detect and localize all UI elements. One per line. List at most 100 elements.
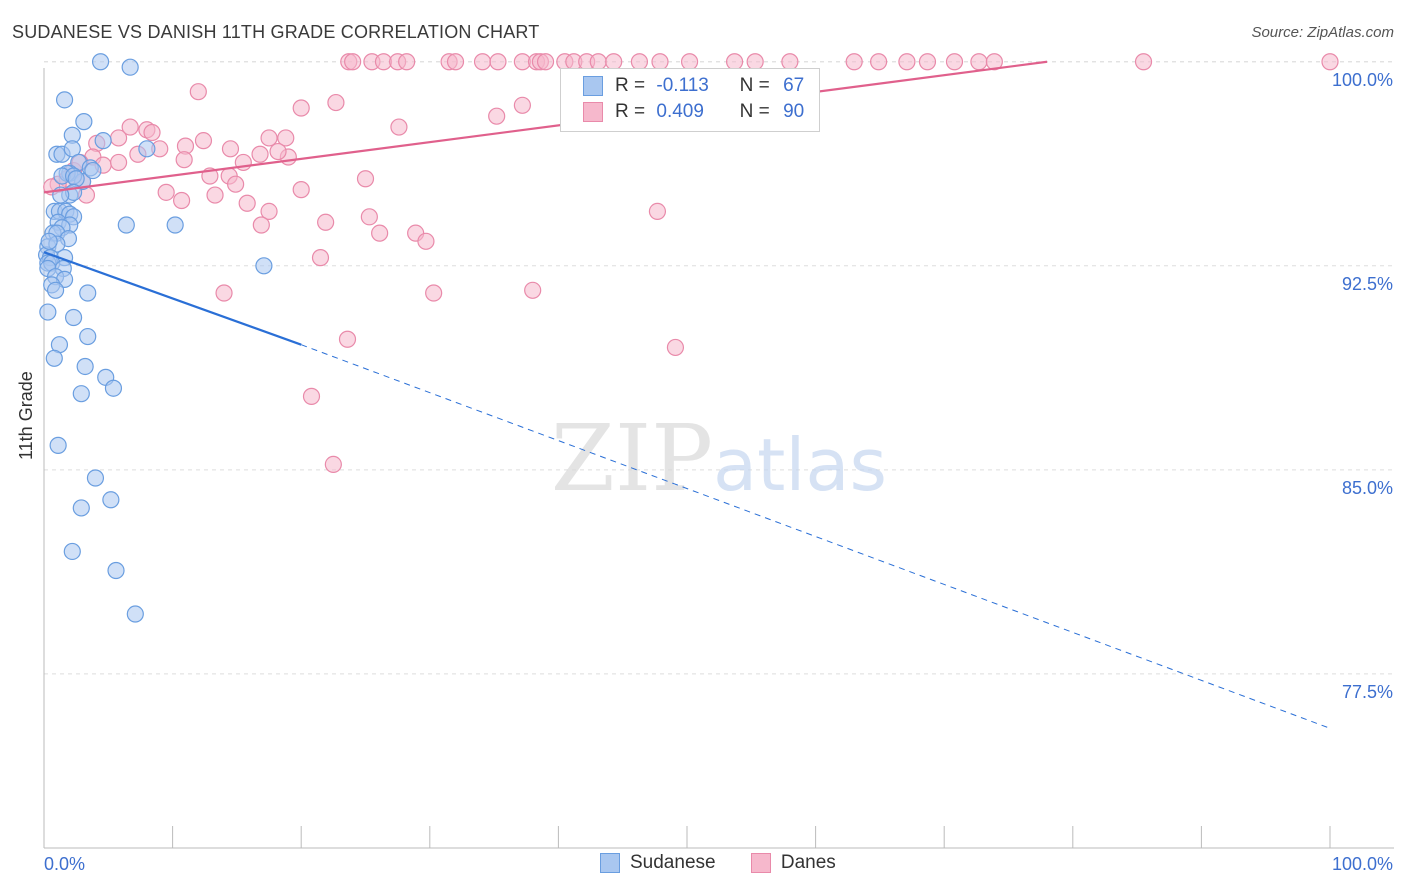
danes-point — [143, 123, 161, 142]
danes-point — [157, 183, 175, 201]
danes-point — [311, 249, 330, 267]
danes-point — [338, 330, 357, 348]
sudanese-point — [72, 499, 90, 517]
danes-point — [251, 145, 269, 163]
sudanese-point — [255, 257, 273, 275]
x-tick-label: 100.0% — [1332, 854, 1393, 874]
sudanese-point — [126, 605, 144, 623]
sudanese-point — [117, 216, 135, 234]
danes-point — [356, 170, 375, 188]
watermark-atlas: atlas — [713, 423, 887, 507]
danes-point — [536, 53, 555, 71]
danes-point — [324, 455, 342, 474]
danes-point — [260, 202, 278, 220]
sudanese-point — [91, 53, 110, 71]
danes-point — [970, 53, 988, 71]
sudanese-point — [138, 140, 156, 158]
sudanese-point — [121, 58, 139, 76]
x-tick-label: 0.0% — [44, 854, 85, 874]
legend-n-label: N = — [739, 101, 770, 122]
sudanese-point — [94, 132, 112, 150]
sudanese-point — [64, 308, 83, 327]
sudanese-trend-line — [43, 251, 302, 346]
danes-point — [302, 387, 321, 405]
tick-labels: 100.0% 92.5% 85.0% 77.5% 0.0% 100.0% — [44, 70, 1393, 874]
danes-point — [648, 202, 667, 220]
legend-row-sudanese: R = -0.113 N = 67 — [583, 75, 804, 101]
sudanese-trend-extrapolation — [301, 344, 1331, 729]
sudanese-point — [40, 232, 58, 250]
danes-point — [398, 53, 416, 71]
danes-point — [189, 83, 207, 101]
danes-point — [194, 132, 213, 150]
source-label: Source: ZipAtlas.com — [1251, 24, 1394, 41]
legend-item-sudanese[interactable]: Sudanese — [600, 852, 716, 874]
danes-point — [446, 53, 465, 71]
danes-point — [513, 96, 531, 114]
legend-r-value: -0.113 — [656, 75, 709, 96]
y-axis-label: 11th Grade — [16, 371, 36, 460]
danes-point — [390, 118, 408, 136]
danes-point — [327, 93, 345, 112]
danes-point — [1321, 53, 1339, 71]
danes-point — [215, 284, 233, 302]
legend-swatch-sudanese — [600, 852, 620, 873]
danes-point — [898, 53, 916, 71]
danes-trend-line — [43, 60, 1048, 194]
danes-point — [175, 151, 193, 169]
series-legend: Sudanese Danes — [600, 852, 866, 874]
legend-label-sudanese: Sudanese — [630, 852, 716, 873]
danes-point — [488, 107, 506, 125]
sudanese-point — [45, 349, 63, 367]
sudanese-point — [102, 491, 120, 509]
danes-point — [918, 53, 937, 71]
danes-point — [344, 53, 362, 71]
danes-point — [360, 208, 378, 226]
sudanese-point — [49, 436, 67, 454]
y-tick-label: 77.5% — [1342, 682, 1393, 702]
danes-point — [252, 216, 270, 234]
legend-swatch-sudanese — [583, 75, 603, 96]
legend-item-danes[interactable]: Danes — [750, 852, 836, 874]
danes-point — [269, 142, 287, 161]
legend-swatch-danes — [583, 101, 603, 122]
legend-n-value: 90 — [783, 101, 805, 122]
sudanese-point — [63, 542, 81, 561]
danes-point — [227, 175, 245, 193]
danes-point — [238, 194, 256, 212]
sudanese-point — [86, 469, 105, 487]
danes-point — [109, 129, 128, 147]
chart-title: SUDANESE VS DANISH 11TH GRADE CORRELATIO… — [12, 22, 540, 42]
legend-n-label: N = — [739, 75, 770, 96]
danes-point — [221, 140, 240, 158]
danes-point — [292, 181, 310, 199]
legend-n-value: 67 — [783, 75, 805, 96]
danes-point — [277, 129, 295, 147]
sudanese-point — [79, 284, 97, 302]
danes-point — [845, 53, 863, 71]
legend-label-danes: Danes — [780, 852, 836, 873]
y-tick-label: 100.0% — [1332, 70, 1393, 90]
sudanese-point — [166, 216, 184, 234]
correlation-legend: R = -0.113 N = 67 R = 0.409 N = 90 — [560, 68, 820, 132]
danes-point — [292, 99, 310, 117]
y-tick-label: 85.0% — [1342, 478, 1393, 498]
danes-point — [173, 191, 191, 210]
sudanese-point — [75, 113, 93, 131]
danes-point — [945, 53, 964, 71]
legend-r-label: R = — [615, 101, 646, 122]
y-tick-label: 92.5% — [1342, 274, 1393, 294]
danes-point — [121, 118, 139, 136]
danes-point — [489, 53, 507, 71]
watermark-zip: ZIP — [551, 405, 713, 512]
danes-point — [109, 153, 128, 172]
sudanese-point — [55, 91, 74, 109]
danes-point — [524, 281, 542, 299]
legend-r-value: 0.409 — [656, 101, 704, 122]
danes-point — [425, 284, 443, 302]
series-sudanese — [37, 53, 273, 623]
gridlines — [44, 61, 1394, 675]
trend-lines — [43, 60, 1331, 729]
sudanese-point — [46, 281, 65, 299]
